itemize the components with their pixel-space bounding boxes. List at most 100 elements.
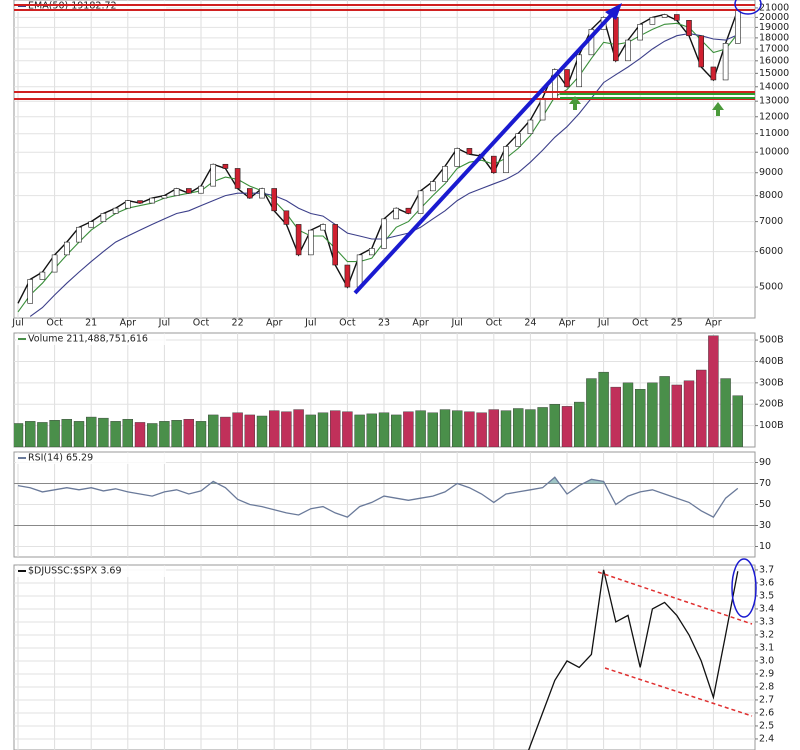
x-tick-label: Apr <box>559 318 576 329</box>
volume-bar <box>317 412 329 447</box>
y-tick-label: 100B <box>759 420 784 431</box>
candle <box>149 197 155 204</box>
candle <box>332 224 339 266</box>
y-tick-label: 2.8 <box>759 681 774 692</box>
volume-bar <box>37 422 48 447</box>
candle <box>27 279 34 304</box>
candle <box>698 35 705 68</box>
x-tick-label: 24 <box>524 318 536 329</box>
candle <box>417 190 424 214</box>
volume-bar <box>134 422 146 447</box>
volume-bar <box>659 376 670 447</box>
highlight-circle <box>734 0 762 15</box>
volume-bar <box>525 409 536 447</box>
y-tick-label: 20000 <box>759 12 789 23</box>
volume-bar <box>488 409 499 447</box>
y-tick-label: 2.9 <box>759 668 774 679</box>
volume-bar <box>720 378 731 447</box>
y-tick-label: 11000 <box>759 128 789 139</box>
volume-bar <box>14 423 24 447</box>
x-tick-label: Jul <box>597 318 609 329</box>
volume-bar <box>464 411 475 447</box>
candle <box>247 188 253 199</box>
volume-bar <box>269 410 280 447</box>
legend-bg <box>16 453 166 464</box>
candle <box>429 181 436 192</box>
candle <box>137 200 143 204</box>
panels: Jul Oct 21 Apr Jul Oct 22 Apr Jul Oct 23 Apr Jul Oct 2… <box>11 0 789 750</box>
x-tick-label: Apr <box>266 318 283 329</box>
candle <box>259 188 265 199</box>
panel-title: RSI(14) 65.29 <box>28 453 93 464</box>
y-tick-label: 50 <box>759 499 771 510</box>
volume-bar <box>244 414 256 447</box>
x-tick-label: 21 <box>85 318 97 329</box>
volume-bar <box>25 421 36 447</box>
volume-bar <box>415 410 426 447</box>
trend-arrow <box>353 10 616 295</box>
candle <box>405 207 412 214</box>
x-tick-label: 25 <box>671 318 683 329</box>
candle <box>710 66 717 81</box>
volume-bar <box>537 407 548 447</box>
legend-bg <box>16 566 166 577</box>
plot <box>14 335 743 447</box>
y-tick-label: 12000 <box>759 111 789 122</box>
candle <box>161 195 168 199</box>
candle <box>51 254 58 273</box>
candle <box>722 43 729 81</box>
candle <box>100 213 107 222</box>
candle <box>576 54 583 88</box>
panel-title: $DJUSSC:$SPX 3.69 <box>28 566 122 577</box>
y-tick-label: 8000 <box>759 190 783 201</box>
volume-bar <box>220 416 231 447</box>
candle <box>76 226 82 243</box>
y-tick-label: 2.7 <box>759 694 774 705</box>
volume-bar <box>427 412 438 447</box>
volume-bar <box>159 421 170 447</box>
candle <box>454 148 461 167</box>
candle <box>307 229 314 256</box>
volume-bar <box>61 418 72 447</box>
volume-bar <box>671 384 682 447</box>
y-tick-label: 30 <box>759 520 771 531</box>
volume-bar <box>98 417 109 447</box>
volume-bar <box>476 412 487 447</box>
y-tick-label: 21000 <box>759 2 789 13</box>
x-tick-label: 23 <box>378 318 390 329</box>
volume-bar <box>146 423 158 447</box>
volume-bar <box>708 335 719 447</box>
volume-bar <box>85 416 97 447</box>
panel: 10 30 50 70 90 RSI(14) 65.29 <box>13 451 771 558</box>
candle <box>186 188 192 194</box>
candle <box>381 218 387 249</box>
x-tick-label: Jul <box>450 318 462 329</box>
x-tick-label: Jul <box>304 318 316 329</box>
channel-line <box>597 571 753 625</box>
candle <box>686 20 692 37</box>
candle <box>466 148 473 155</box>
volume-bar <box>207 414 219 447</box>
y-tick-label: 2.5 <box>759 720 774 731</box>
x-tick-label: Jul <box>158 318 170 329</box>
volume-bar <box>293 409 304 447</box>
y-tick-label: 300B <box>759 377 784 388</box>
volume-bar <box>183 418 195 447</box>
candle <box>271 188 278 212</box>
y-tick-label: 3.6 <box>759 577 774 588</box>
y-tick-label: 3.3 <box>759 616 774 627</box>
x-tick-label: Apr <box>705 318 722 329</box>
volume-bar <box>500 410 512 447</box>
volume-bar <box>354 414 365 447</box>
candle <box>234 168 241 189</box>
candle <box>637 24 644 41</box>
candle <box>64 241 70 256</box>
plot <box>527 569 739 750</box>
candle <box>320 224 326 231</box>
volume-bar <box>330 410 341 447</box>
y-tick-label: 18000 <box>759 32 789 43</box>
candle <box>612 17 619 62</box>
volume-bar <box>586 378 597 447</box>
